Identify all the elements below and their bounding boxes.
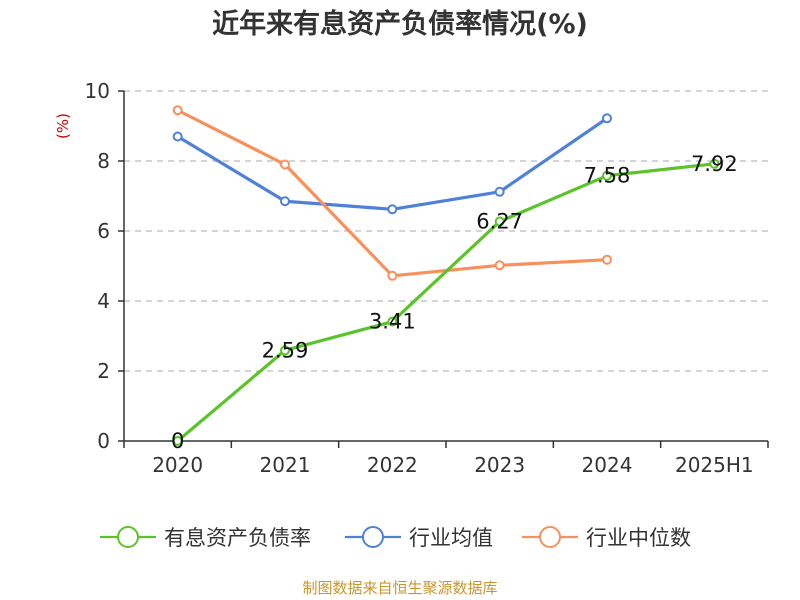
data-label: 7.58: [584, 164, 631, 188]
y-tick-label: 6: [97, 219, 110, 243]
legend-label: 有息资产负债率: [164, 526, 311, 550]
series-point-0: [494, 216, 505, 227]
series-layer: [172, 105, 720, 446]
series-point-1: [602, 113, 612, 124]
x-tick-label: 2025H1: [675, 453, 754, 477]
y-axis-unit-label: (%): [54, 113, 72, 139]
legend-marker-icon: [539, 526, 561, 548]
data-label: 6.27: [476, 210, 523, 234]
axes: 0 2 4 6 8 10 2020 2021 2022 2023 2024 2025H1: [85, 79, 769, 477]
series-point-2: [387, 270, 398, 281]
data-label: 2.59: [262, 338, 309, 362]
data-labels: 0 2.59 3.41 6.27 7.58 7.92: [171, 152, 738, 453]
y-tick-label: 2: [97, 359, 110, 383]
series-point-0: [709, 158, 720, 169]
legend-item-0[interactable]: 有息资产负债率: [100, 526, 311, 550]
series-point-1: [494, 186, 505, 197]
series-line-1: [176, 116, 608, 211]
series-point-0: [602, 170, 612, 181]
legend-item-2[interactable]: 行业中位数: [522, 526, 691, 550]
series-point-2: [494, 260, 505, 271]
legend-marker-icon: [117, 526, 139, 548]
y-tick-label: 4: [97, 289, 110, 313]
source-note: 制图数据来自恒生聚源数据库: [302, 579, 497, 597]
data-label: 3.41: [369, 310, 416, 334]
x-tick-label: 2020: [152, 453, 203, 477]
x-tick-label: 2024: [582, 453, 633, 477]
legend-label: 行业均值: [409, 526, 493, 550]
series-point-0: [387, 316, 398, 327]
x-tick-label: 2022: [367, 453, 418, 477]
series-line-0: [176, 162, 715, 443]
series-point-1: [280, 196, 290, 207]
x-tick-label: 2021: [260, 453, 311, 477]
legend-item-1[interactable]: 行业均值: [345, 526, 493, 550]
data-label: 0: [171, 429, 184, 453]
x-tick-label: 2023: [474, 453, 525, 477]
legend-marker-icon: [362, 526, 384, 548]
series-point-1: [387, 204, 398, 215]
series-point-2: [280, 159, 290, 170]
chart-title: 近年来有息资产负债率情况(%): [212, 8, 588, 40]
legend: 有息资产负债率 行业均值 行业中位数: [100, 526, 691, 550]
series-point-1: [172, 131, 183, 142]
y-tick-label: 0: [97, 429, 110, 453]
y-tick-label: 8: [97, 149, 110, 173]
data-label: 7.92: [691, 152, 738, 176]
series-point-0: [280, 345, 290, 356]
y-tick-label: 10: [85, 79, 110, 103]
series-line-2: [176, 108, 608, 278]
series-point-2: [602, 254, 612, 265]
series-point-2: [172, 105, 183, 116]
gridlines: [124, 90, 768, 372]
legend-label: 行业中位数: [586, 526, 691, 550]
series-point-0: [172, 436, 183, 446]
